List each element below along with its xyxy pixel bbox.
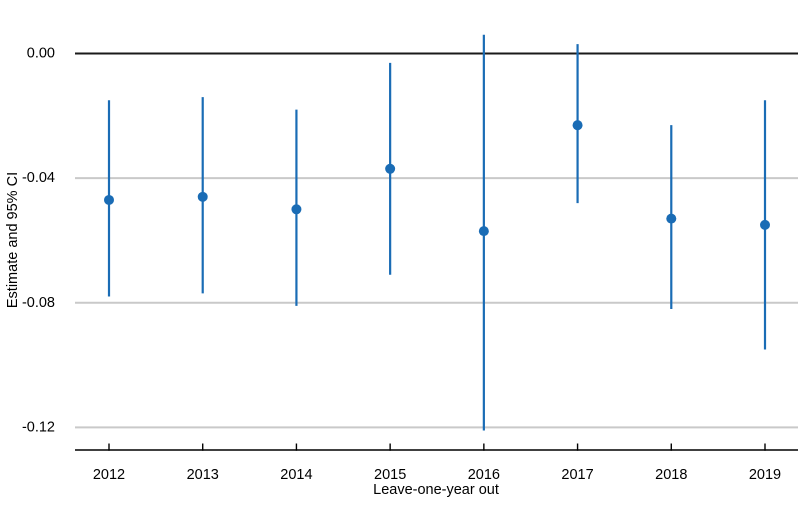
- x-axis-title: Leave-one-year out: [373, 482, 499, 498]
- y-tick-label--0.08: -0.08: [22, 295, 55, 311]
- estimate-point-2016: [478, 226, 489, 237]
- estimate-point-2014: [291, 204, 302, 215]
- y-tick-label--0.04: -0.04: [22, 170, 55, 186]
- y-tick-label-0.00: 0.00: [27, 46, 55, 62]
- x-tick-label-2018: 2018: [655, 467, 687, 483]
- estimate-point-2019: [759, 219, 770, 230]
- x-tick-label-2013: 2013: [187, 467, 219, 483]
- estimate-point-2017: [572, 120, 583, 131]
- estimate-point-2015: [385, 163, 396, 174]
- estimate-point-2018: [666, 213, 677, 224]
- x-tick-label-2015: 2015: [374, 467, 406, 483]
- x-tick-label-2017: 2017: [561, 467, 593, 483]
- x-tick-label-2014: 2014: [280, 467, 312, 483]
- x-tick-label-2019: 2019: [749, 467, 781, 483]
- x-tick-label-2016: 2016: [468, 467, 500, 483]
- y-tick-label--0.12: -0.12: [22, 419, 55, 435]
- x-tick-label-2012: 2012: [93, 467, 125, 483]
- estimate-point-2013: [197, 191, 208, 202]
- estimate-point-2012: [104, 194, 114, 205]
- y-axis-title: Estimate and 95% CI: [5, 172, 21, 308]
